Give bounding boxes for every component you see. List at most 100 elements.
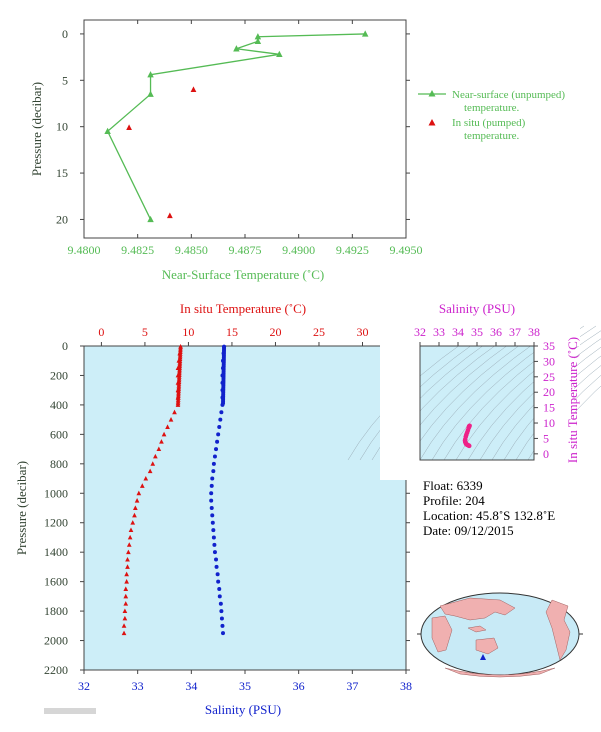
pressure-tick-label: 1200: [44, 516, 68, 530]
salinity-tick-label: 37: [346, 679, 358, 693]
profile-marks: [121, 344, 227, 636]
salinity-point: [210, 476, 215, 481]
salinity-point: [216, 432, 221, 437]
temperature-point: [156, 446, 162, 452]
ts-x-label: Salinity (PSU): [439, 301, 515, 316]
temperature-point: [122, 615, 128, 621]
salinity-point: [219, 616, 224, 621]
temperature-tick-label: 30: [356, 325, 368, 339]
near-surface-y-tick-label: 5: [62, 73, 68, 87]
legend-label-in-situ: In situ (pumped) temperature.: [452, 117, 528, 142]
salinity-point: [220, 631, 225, 636]
near-surface-y-ticks: 0 5 10 15 20: [56, 27, 410, 226]
ts-plot-frame: [419, 345, 535, 461]
world-map: [417, 592, 583, 678]
temperature-point: [134, 498, 140, 503]
date: Date: 09/12/2015: [423, 523, 514, 538]
salinity-point: [214, 557, 219, 562]
pressure-tick-label: 0: [62, 339, 68, 353]
temperature-point: [125, 564, 130, 569]
float-location-marker: [480, 654, 486, 660]
near-surface-x-tick-label: 9.4950: [390, 243, 423, 257]
salinity-point: [211, 528, 216, 533]
salinity-tick-label: 38: [400, 679, 412, 693]
temperature-point: [165, 424, 170, 429]
in-situ-point: [190, 86, 197, 92]
salinity-point: [209, 498, 214, 503]
salinity-point: [217, 594, 222, 599]
ts-mask-left: [380, 306, 420, 466]
pressure-tick-label: 2200: [44, 663, 68, 677]
near-surface-point: [254, 33, 262, 40]
salinity-point: [218, 417, 223, 422]
temperature-tick-label: 5: [142, 325, 148, 339]
profile-number: Profile: 204: [423, 493, 485, 508]
salinity-point: [211, 535, 216, 540]
temperature-point: [132, 512, 137, 518]
ts-salinity-ticks: 32 33 34 35 36 37 38: [414, 325, 540, 346]
pressure-tick-label: 1400: [44, 545, 68, 559]
salinity-point: [212, 454, 217, 459]
map-land-americas: [545, 599, 571, 661]
temperature-point: [159, 439, 164, 444]
near-surface-x-tick-label: 9.4900: [282, 243, 315, 257]
near-surface-x-ticks: 9.4800 9.4825 9.4850 9.4875 9.4900 9.4925 9.49…: [68, 20, 423, 257]
near-surface-point: [147, 71, 154, 78]
temperature-point: [150, 461, 156, 466]
near-surface-x-tick-label: 9.4850: [175, 243, 208, 257]
salinity-point: [210, 520, 215, 525]
ts-y-label: In situ Temperature (˚C): [565, 337, 580, 463]
profile-plot-frame: [83, 345, 407, 671]
ts-y-tick-label: 15: [543, 401, 555, 415]
near-surface-x-tick-label: 9.4875: [229, 243, 262, 257]
salinity-point: [220, 623, 225, 628]
near-surface-x-tick-label: 9.4925: [336, 243, 369, 257]
pressure-tick-label: 1800: [44, 604, 68, 618]
pressure-tick-label: 600: [50, 427, 68, 441]
salinity-point: [221, 401, 226, 406]
salinity-bottom-ticks: 32 33 34 35 36 37 38: [78, 670, 412, 693]
ts-x-tick-label: 37: [509, 325, 521, 339]
ts-y-tick-label: 35: [543, 339, 555, 353]
ts-marks: [462, 423, 472, 449]
map-land-australia: [475, 637, 499, 655]
temperature-point: [143, 475, 149, 481]
in-situ-point: [166, 212, 173, 219]
temperature-point: [123, 601, 129, 606]
salinity-point: [212, 550, 217, 555]
ts-x-tick-label: 32: [414, 325, 426, 339]
near-surface-point: [254, 37, 262, 45]
salinity-point: [214, 564, 219, 569]
near-surface-y-tick-label: 10: [56, 120, 68, 134]
temperature-tick-label: 10: [182, 325, 194, 339]
legend-marker-in-situ: [428, 119, 436, 126]
near-surface-point: [233, 45, 240, 52]
salinity-tick-label: 34: [185, 679, 197, 693]
temperature-point: [130, 520, 136, 525]
salinity-point: [212, 542, 217, 547]
ts-mask-bottom: [380, 460, 580, 480]
temperature-point: [126, 542, 132, 547]
legend-label-near-surface: Near-surface (unpumped) temperature.: [452, 89, 568, 114]
near-surface-marks: [104, 30, 369, 223]
ts-y-tick-label: 25: [543, 370, 555, 384]
temperature-tick-label: 15: [226, 325, 238, 339]
near-surface-point: [361, 30, 369, 37]
salinity-point: [209, 506, 214, 510]
location: Location: 45.8˚S 132.8˚E: [423, 508, 555, 523]
salinity-point: [219, 609, 224, 614]
near-surface-point: [147, 215, 154, 223]
salinity-point: [217, 587, 222, 591]
salinity-point: [218, 601, 223, 606]
ts-x-tick-label: 33: [433, 325, 445, 339]
salinity-tick-label: 35: [239, 679, 251, 693]
temperature-point: [147, 468, 153, 474]
pressure-tick-label: 800: [50, 457, 68, 471]
temperature-point: [122, 608, 128, 614]
near-surface-x-tick-label: 9.4825: [121, 243, 154, 257]
near-surface-y-tick-label: 0: [62, 27, 68, 41]
temperature-point: [168, 417, 174, 422]
ts-x-tick-label: 35: [471, 325, 483, 339]
